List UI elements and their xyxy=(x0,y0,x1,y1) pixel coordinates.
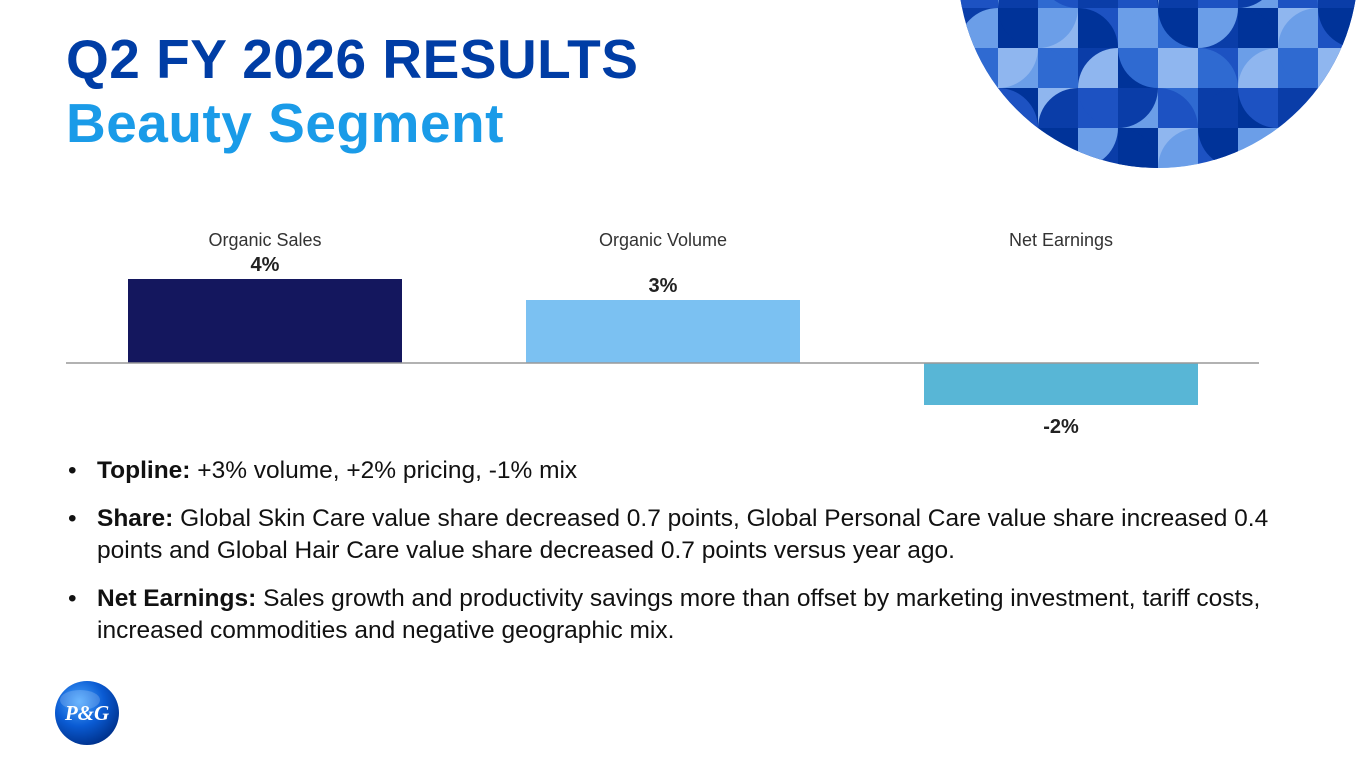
data-label: 3% xyxy=(649,275,678,297)
page-title: Q2 FY 2026 RESULTS xyxy=(66,28,639,90)
bar-organic-volume xyxy=(526,300,800,363)
category-label: Organic Volume xyxy=(599,230,727,250)
data-label: -2% xyxy=(1043,416,1079,438)
data-label: 4% xyxy=(251,254,280,276)
bullet-text: Sales growth and productivity savings mo… xyxy=(97,585,1261,644)
bullet-share: • Share: Global Skin Care value share dec… xyxy=(68,505,1269,564)
page-subtitle: Beauty Segment xyxy=(66,92,504,154)
category-label: Organic Sales xyxy=(208,230,321,250)
bullet-term: Topline: xyxy=(97,457,191,484)
bar-chart: Organic Sales 4% Organic Volume 3% Net Earni… xyxy=(66,230,1259,438)
bullet-net-earnings: • Net Earnings: Sales growth and producti… xyxy=(68,585,1261,644)
bar-organic-sales xyxy=(128,279,402,363)
patterned-circle-icon xyxy=(958,0,1358,168)
bullet-term: Share: xyxy=(97,505,174,532)
svg-text:P&G: P&G xyxy=(64,701,109,725)
bullet-term: Net Earnings: xyxy=(97,585,257,612)
bullet-list: • Topline: +3% volume, +2% pricing, -1% m… xyxy=(66,455,1326,663)
category-label: Net Earnings xyxy=(1009,230,1113,250)
bullet-topline: • Topline: +3% volume, +2% pricing, -1% m… xyxy=(68,457,578,484)
bullet-text: +3% volume, +2% pricing, -1% mix xyxy=(190,457,578,484)
bullet-text: Global Skin Care value share decreased 0… xyxy=(97,505,1269,564)
pg-logo-icon: P&G xyxy=(55,681,119,745)
bar-net-earnings xyxy=(924,363,1198,405)
